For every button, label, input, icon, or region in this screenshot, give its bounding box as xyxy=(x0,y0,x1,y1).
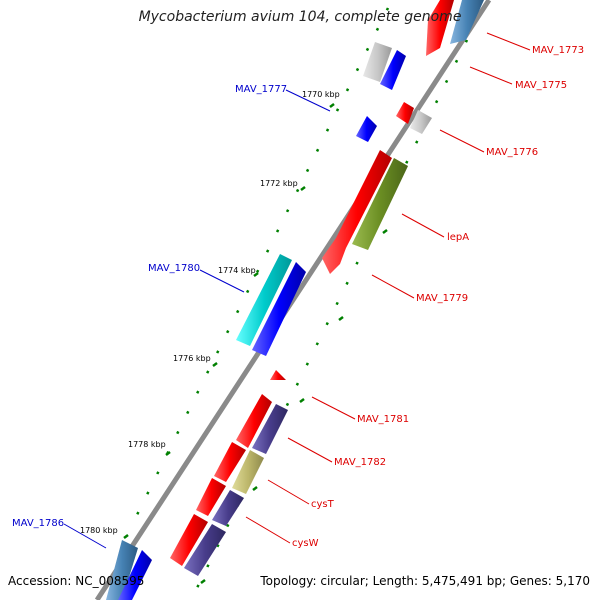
gene-steel-top xyxy=(450,0,484,44)
tick-label-1772: 1772 kbp xyxy=(260,179,298,188)
major-ticks xyxy=(123,103,388,584)
gene-MAV_1780-blue xyxy=(252,262,306,356)
gene-cysW xyxy=(212,490,244,526)
accession-text: Accession: NC_008595 xyxy=(8,574,145,588)
right-leader-lines xyxy=(245,32,531,544)
gene-MAV_1782 xyxy=(236,394,272,448)
label-cysW: cysW xyxy=(292,538,319,549)
gene-MAV_1780-cyan xyxy=(236,254,292,346)
gene-MAV_1786-blue xyxy=(118,550,152,600)
gene-lepA xyxy=(352,158,408,250)
genome-backbone xyxy=(94,0,492,600)
tick-label-1780: 1780 kbp xyxy=(80,526,118,535)
label-MAV_1780: MAV_1780 xyxy=(148,263,200,274)
gene-MAV_1786-steel xyxy=(106,540,138,600)
gene-grey-2 xyxy=(410,110,432,134)
tick-label-1774: 1774 kbp xyxy=(218,266,256,275)
label-MAV_1773: MAV_1773 xyxy=(532,45,584,56)
gene-slate-1 xyxy=(252,404,288,454)
gene-features xyxy=(106,0,484,600)
gene-MAV_1779 xyxy=(322,150,392,274)
topology-text: Topology: circular; Length: 5,475,491 bp… xyxy=(260,574,590,588)
tick-label-1770: 1770 kbp xyxy=(302,90,340,99)
label-MAV_1786: MAV_1786 xyxy=(12,518,64,529)
label-MAV_1779: MAV_1779 xyxy=(416,293,468,304)
gene-MAV_1773 xyxy=(426,0,454,56)
gene-MAV_1781 xyxy=(270,370,286,380)
gene-red-3 xyxy=(214,442,246,482)
genome-title: Mycobacterium avium 104, complete genome xyxy=(138,9,462,25)
gene-grey-1 xyxy=(363,42,392,82)
label-cysT: cysT xyxy=(311,499,335,510)
gene-cysT xyxy=(232,450,264,494)
label-MAV_1777: MAV_1777 xyxy=(235,84,287,95)
tick-label-1776: 1776 kbp xyxy=(173,354,211,363)
left-leader-lines xyxy=(63,89,331,549)
label-MAV_1781: MAV_1781 xyxy=(357,414,409,425)
label-lepA: lepA xyxy=(447,232,469,243)
gene-slate-2 xyxy=(184,524,226,576)
label-MAV_1776: MAV_1776 xyxy=(486,147,538,158)
gene-MAV_1777 xyxy=(356,116,377,142)
tick-label-1778: 1778 kbp xyxy=(128,440,166,449)
label-MAV_1782: MAV_1782 xyxy=(334,457,386,468)
gene-blue-1 xyxy=(380,50,406,90)
gene-red-4 xyxy=(196,478,226,516)
gene-red-small xyxy=(396,102,414,124)
gene-red-5 xyxy=(170,514,208,566)
label-MAV_1775: MAV_1775 xyxy=(515,80,567,91)
